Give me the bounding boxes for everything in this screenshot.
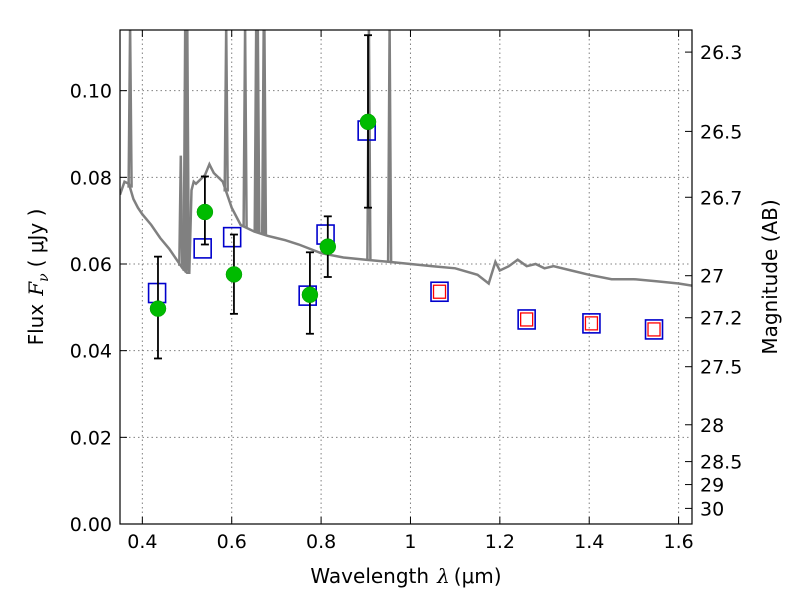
emission-line [127,30,133,188]
emission-line [386,30,393,263]
model-photometry-square [644,319,664,340]
y2-tick-label: 28.5 [700,452,742,474]
observed-point [301,286,319,304]
emission-line [255,30,261,233]
plot-frame [119,29,693,525]
y-tick-label: 0.04 [70,341,112,363]
x-tick-label: 0.8 [306,531,336,553]
y2-tick-label: 27 [700,266,724,288]
y-tick-label: 0.06 [70,254,112,276]
y2-tick-label: 27.2 [700,308,742,330]
y2-tick-label: 26.3 [700,42,742,64]
x-tick-label: 0.4 [127,531,157,553]
model-photometry-square [193,238,212,259]
observed-point [196,203,214,221]
observed-point [319,238,337,255]
y2-tick-label: 30 [700,498,724,520]
model-photometry-square [222,226,242,248]
x-tick-label: 1.2 [485,531,515,553]
model-photometry-square [582,313,601,334]
observed-point [225,266,243,283]
data-layer [120,30,692,360]
y2-tick-label: 26.7 [700,187,742,209]
y-tick-label: 0.00 [70,514,112,536]
emission-line [184,30,191,273]
observed-point [149,300,167,317]
spectrum-group [120,30,692,287]
y-tick-label: 0.10 [70,81,112,103]
x-tick-label: 1.6 [663,531,693,553]
emission-line [242,30,248,228]
y2-tick-label: 28 [700,415,724,437]
emission-line [223,30,229,192]
y-axis-label: FluxFν( μJy ) [24,209,52,346]
y2-tick-label: 27.5 [700,357,742,379]
red-square [647,322,661,337]
red-square [520,312,534,327]
y2-tick-label: 29 [700,475,724,497]
x-tick-label: 1 [404,531,416,553]
observed-point [359,113,377,131]
y-tick-label: 0.08 [70,167,112,189]
spectrum-line [120,161,692,287]
emission-line [261,30,268,235]
red-square [432,284,447,299]
axis-ticks: 0.4 0.6 0.8 1 1.2 1.4 1.6 0.00 0.02 0.04 0.06 0.08 0… [70,30,742,553]
y2-axis-label: Magnitude (AB) [758,199,782,354]
model-photometry-square [517,309,536,330]
red-square [584,316,599,331]
y-tick-label: 0.02 [70,427,112,449]
x-tick-label: 0.6 [217,531,247,553]
x-axis-label: Wavelength λ (μm) [310,564,501,588]
y2-tick-label: 26.5 [700,121,742,143]
model-photometry-square [430,281,449,303]
emission-line [178,155,184,266]
x-tick-label: 1.4 [574,531,604,553]
